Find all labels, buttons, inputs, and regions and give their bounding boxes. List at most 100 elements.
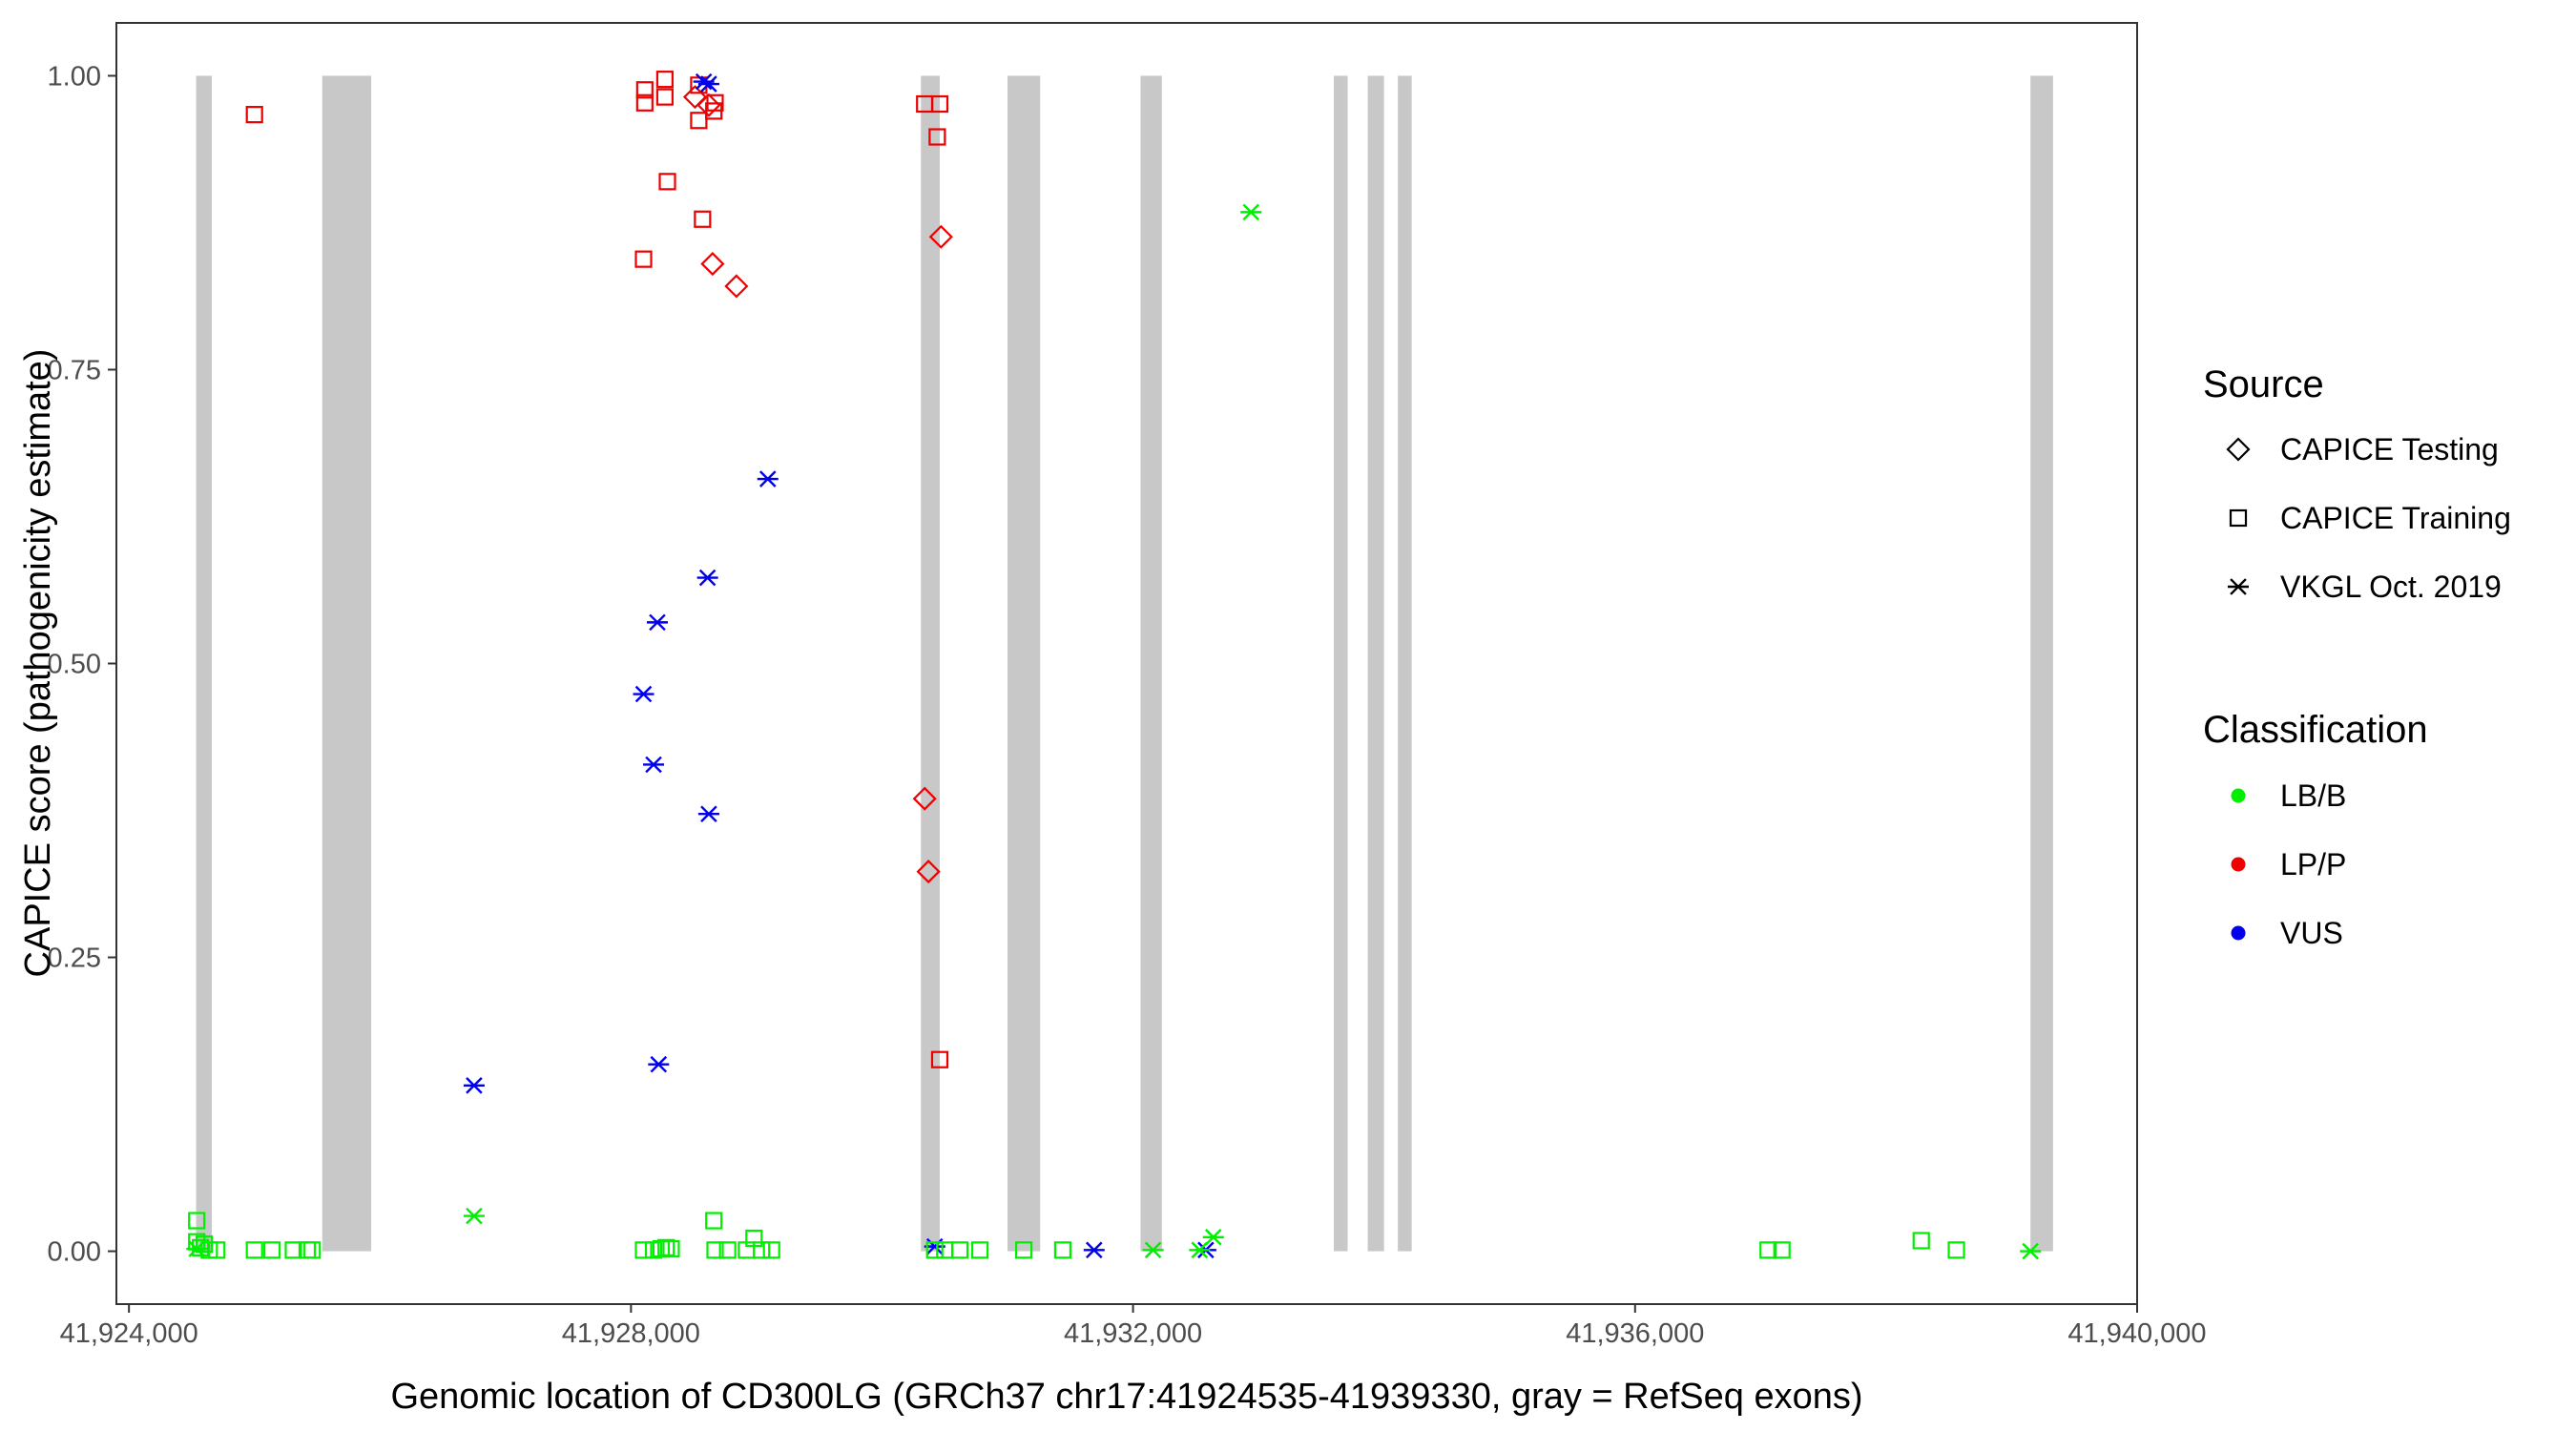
data-points [186, 71, 2042, 1260]
data-point [724, 274, 749, 299]
data-point [655, 88, 674, 106]
legend-source-keys [2226, 437, 2251, 595]
legend-key-square [2229, 508, 2248, 528]
plot-panel-border [115, 22, 2138, 1305]
data-point [657, 1238, 675, 1256]
legend-key-dot [2231, 857, 2246, 872]
legend-label-lbb: LB/B [2280, 778, 2346, 813]
data-point [245, 1241, 263, 1259]
exon-band-7 [1367, 75, 1384, 1252]
data-point [928, 128, 946, 146]
legend-key-diamond [2226, 437, 2251, 462]
exon-band-8 [1398, 75, 1412, 1252]
data-point [1189, 1241, 1211, 1259]
data-point [655, 71, 674, 89]
exon-band-3 [921, 75, 940, 1252]
data-point [635, 81, 654, 99]
legend-classification-title: Classification [2203, 709, 2428, 751]
data-point [950, 1241, 969, 1259]
data-point [662, 1239, 680, 1258]
data-point [1759, 1241, 1777, 1259]
x-tick-label: 41,924,000 [60, 1318, 198, 1349]
y-tick-label: 1.00 [48, 61, 101, 92]
data-point [682, 85, 708, 110]
data-point [208, 1241, 226, 1259]
exon-band-2 [322, 75, 372, 1252]
data-point [753, 1241, 771, 1259]
data-point [646, 613, 668, 632]
data-point [697, 805, 719, 822]
data-point [757, 470, 779, 487]
y-tick-label: 0.00 [48, 1237, 101, 1268]
data-point [1142, 1241, 1164, 1259]
data-point [1053, 1241, 1072, 1259]
exon-band-5 [1140, 75, 1162, 1252]
data-point [706, 1241, 724, 1259]
data-point [463, 1077, 485, 1094]
data-point [690, 112, 708, 130]
data-point [970, 1241, 989, 1259]
y-tick-label: 0.25 [48, 944, 101, 974]
data-point [634, 250, 653, 268]
data-point [930, 1050, 949, 1068]
y-tick-label: 0.50 [48, 650, 101, 680]
x-axis-title: Genomic location of CD300LG (GRCh37 chr1… [390, 1377, 1862, 1417]
x-axis: 41,924,000 41,928,000 41,932,000 41,936,000… [60, 1304, 2207, 1349]
exon-band-6 [1334, 75, 1348, 1252]
legend-source-title: Source [2203, 363, 2324, 405]
data-point [694, 210, 712, 228]
legend-source: Source CAPICE Testing CAPICE Training VK… [2203, 363, 2511, 604]
legend-label-vus: VUS [2280, 916, 2343, 950]
data-point [1240, 203, 1262, 221]
exon-band-9 [2030, 75, 2053, 1252]
legend-key-dot [2231, 925, 2246, 941]
data-point [718, 1241, 737, 1259]
y-tick-label: 0.75 [48, 355, 101, 385]
data-point [1773, 1241, 1791, 1259]
data-point [1083, 1241, 1105, 1259]
data-point [930, 94, 949, 114]
data-point [303, 1241, 322, 1259]
data-point [195, 1235, 214, 1254]
data-point [912, 786, 937, 811]
data-point [633, 685, 654, 703]
data-point [1015, 1241, 1033, 1259]
data-point [916, 860, 941, 884]
legend-label-capice-testing: CAPICE Testing [2280, 432, 2499, 467]
x-tick-label: 41,928,000 [562, 1318, 700, 1349]
data-point [700, 252, 725, 277]
data-point [284, 1241, 302, 1259]
legend-key-asterisk [2228, 578, 2249, 595]
x-tick-label: 41,936,000 [1566, 1318, 1704, 1349]
data-point [635, 93, 654, 112]
data-point [463, 1207, 485, 1225]
data-point [658, 173, 676, 191]
data-point [648, 1055, 670, 1073]
data-point [2020, 1242, 2042, 1260]
y-axis-title: CAPICE score (pathogenicity estimate) [18, 349, 58, 978]
data-point [652, 1239, 671, 1258]
data-point [696, 93, 721, 117]
legend-key-dot [2231, 788, 2246, 803]
data-point [643, 756, 665, 774]
legend-classification-keys [2231, 788, 2246, 941]
data-point [192, 1238, 210, 1256]
legend-classification: Classification LB/B LP/P VUS [2203, 709, 2428, 950]
data-point [697, 75, 719, 93]
x-tick-label: 41,932,000 [1064, 1318, 1202, 1349]
data-point [634, 1241, 653, 1259]
exon-band-4 [1008, 75, 1041, 1252]
data-point [188, 1212, 206, 1230]
data-point [245, 106, 263, 124]
data-point [1912, 1232, 1930, 1250]
exon-bands [196, 75, 2053, 1252]
data-point [263, 1241, 281, 1259]
data-point [762, 1241, 780, 1259]
x-tick-label: 41,940,000 [2067, 1318, 2206, 1349]
legend-label-capice-training: CAPICE Training [2280, 501, 2511, 535]
legend-label-lpp: LP/P [2280, 847, 2346, 881]
legend-label-vkgl: VKGL Oct. 2019 [2280, 570, 2502, 604]
data-point [1947, 1241, 1965, 1259]
data-point [925, 1241, 944, 1259]
